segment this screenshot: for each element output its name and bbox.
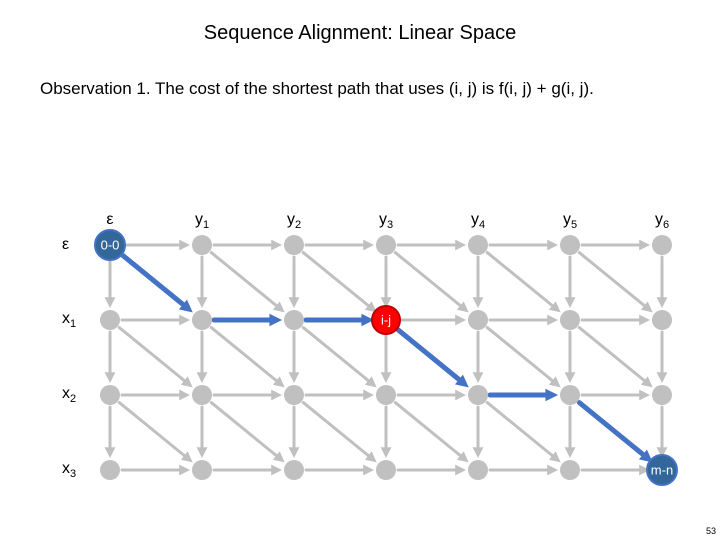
row-label: x1 bbox=[62, 310, 76, 330]
col-label: y6 bbox=[655, 211, 669, 231]
row-label: ε bbox=[62, 236, 69, 254]
page-number: 53 bbox=[706, 526, 716, 536]
observation-text: Observation 1. The cost of the shortest … bbox=[40, 78, 680, 101]
graph-svg bbox=[70, 215, 710, 515]
col-label: y3 bbox=[379, 211, 393, 231]
row-label: x3 bbox=[62, 460, 76, 480]
row-label: x2 bbox=[62, 385, 76, 405]
grid-graph: 0-0i-jm-nεy1y2y3y4y5y6εx1x2x3 bbox=[70, 215, 710, 520]
col-label: ε bbox=[106, 211, 113, 229]
col-label: y1 bbox=[195, 211, 209, 231]
page-title: Sequence Alignment: Linear Space bbox=[0, 22, 720, 45]
col-label: y4 bbox=[471, 211, 485, 231]
col-label: y5 bbox=[563, 211, 577, 231]
col-label: y2 bbox=[287, 211, 301, 231]
